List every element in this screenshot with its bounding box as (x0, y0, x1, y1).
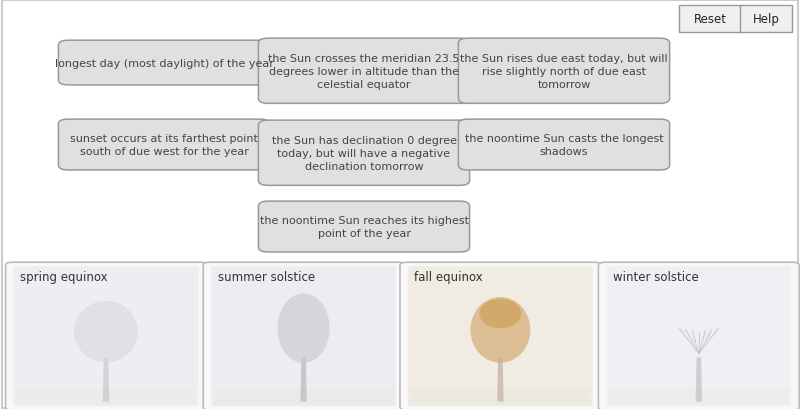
FancyBboxPatch shape (214, 389, 394, 405)
Ellipse shape (470, 297, 530, 363)
Text: spring equinox: spring equinox (20, 271, 108, 284)
Text: the Sun rises due east today, but will
rise slightly north of due east
tomorrow: the Sun rises due east today, but will r… (460, 54, 668, 90)
FancyBboxPatch shape (203, 263, 404, 409)
Text: Help: Help (753, 13, 780, 26)
FancyBboxPatch shape (400, 263, 601, 409)
Text: fall equinox: fall equinox (414, 271, 483, 284)
FancyBboxPatch shape (211, 267, 396, 406)
Ellipse shape (278, 294, 330, 363)
Polygon shape (695, 357, 702, 402)
Text: the Sun has declination 0 degree
today, but will have a negative
declination tom: the Sun has declination 0 degree today, … (271, 135, 457, 171)
Ellipse shape (479, 299, 522, 328)
Polygon shape (301, 357, 307, 402)
Ellipse shape (74, 301, 138, 362)
FancyBboxPatch shape (58, 41, 270, 85)
FancyBboxPatch shape (741, 6, 792, 33)
Text: winter solstice: winter solstice (613, 271, 698, 284)
FancyBboxPatch shape (408, 267, 593, 406)
Text: Reset: Reset (694, 13, 727, 26)
FancyBboxPatch shape (609, 389, 789, 405)
FancyBboxPatch shape (410, 389, 590, 405)
Text: the noontime Sun casts the longest
shadows: the noontime Sun casts the longest shado… (465, 134, 663, 157)
FancyBboxPatch shape (679, 6, 742, 33)
Text: longest day (most daylight) of the year: longest day (most daylight) of the year (54, 58, 274, 68)
FancyBboxPatch shape (16, 389, 196, 405)
FancyBboxPatch shape (258, 39, 470, 104)
FancyBboxPatch shape (258, 121, 470, 186)
FancyBboxPatch shape (458, 39, 670, 104)
Text: the noontime Sun reaches its highest
point of the year: the noontime Sun reaches its highest poi… (259, 216, 469, 238)
FancyBboxPatch shape (14, 267, 198, 406)
FancyBboxPatch shape (606, 267, 791, 406)
Text: summer solstice: summer solstice (218, 271, 314, 284)
Polygon shape (102, 357, 109, 402)
Text: sunset occurs at its farthest point
south of due west for the year: sunset occurs at its farthest point sout… (70, 134, 258, 157)
Text: the Sun crosses the meridian 23.5
degrees lower in altitude than the
celestial e: the Sun crosses the meridian 23.5 degree… (268, 54, 460, 90)
Polygon shape (497, 357, 504, 402)
FancyBboxPatch shape (258, 202, 470, 252)
FancyBboxPatch shape (58, 120, 270, 171)
FancyBboxPatch shape (458, 120, 670, 171)
FancyBboxPatch shape (6, 263, 206, 409)
FancyBboxPatch shape (598, 263, 799, 409)
